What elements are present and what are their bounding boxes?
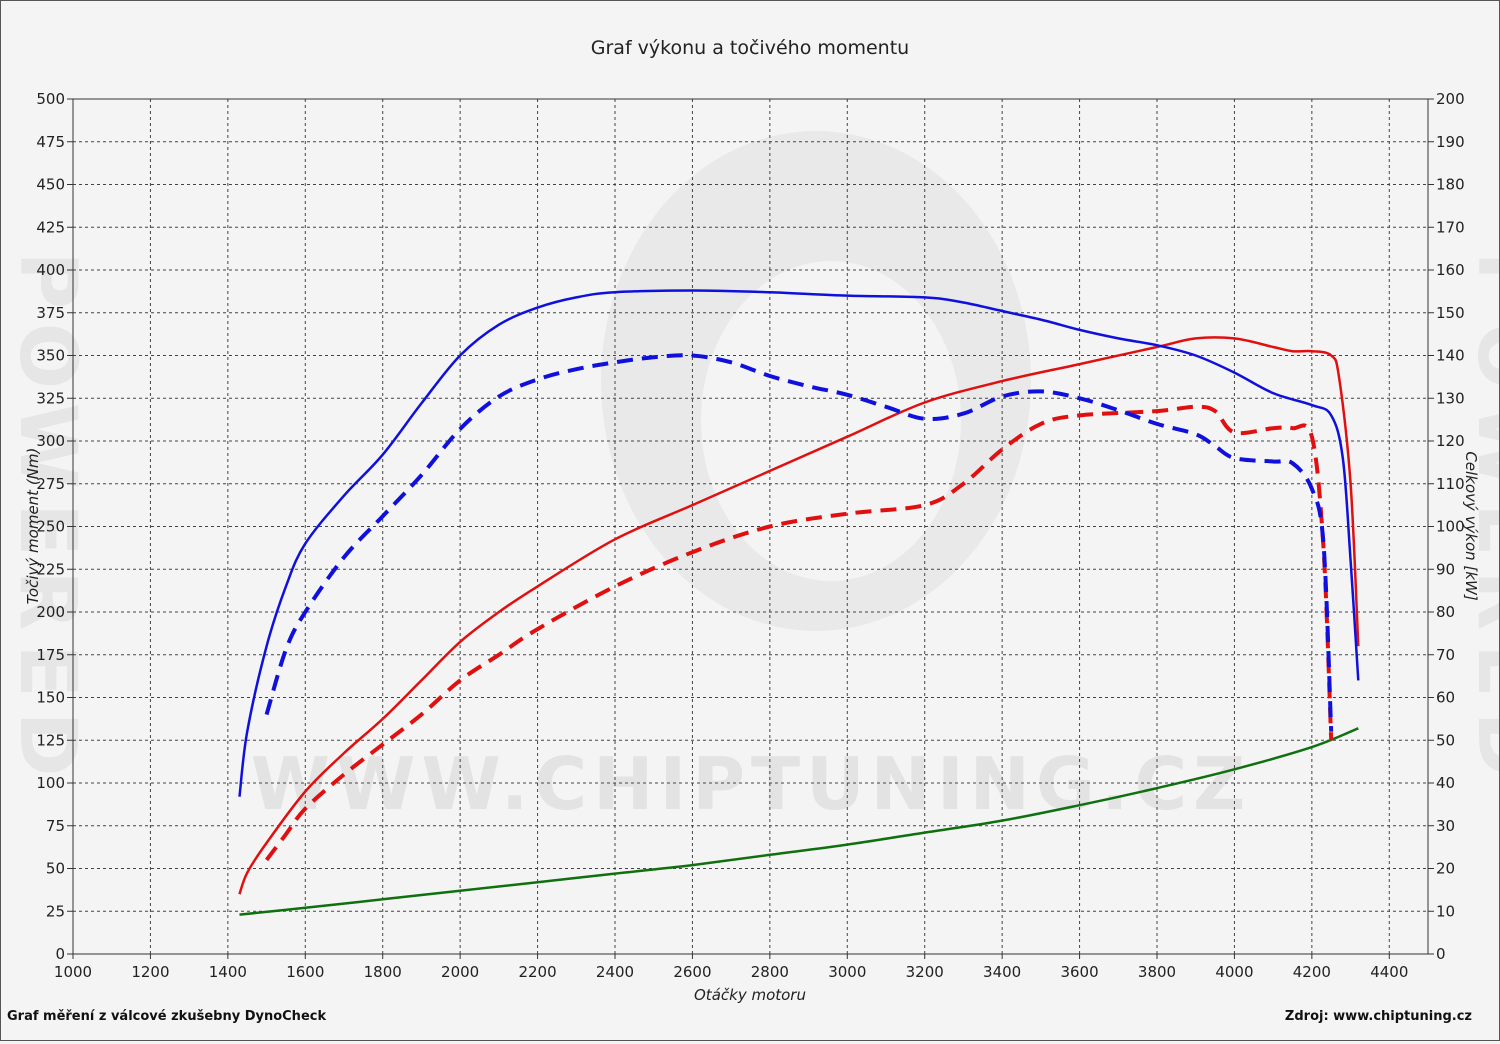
x-tick-label: 4400 xyxy=(1370,963,1408,981)
x-tick-label: 2600 xyxy=(673,963,711,981)
y-right-tick-label: 90 xyxy=(1436,560,1455,578)
y-left-tick-label: 475 xyxy=(36,133,65,151)
y-right-tick-label: 100 xyxy=(1436,518,1465,536)
y-left-tick-label: 275 xyxy=(36,475,65,493)
tick-labels: 1000 1200 1400 1600 1800 2000 2200 2400 2600 2800… xyxy=(36,90,1464,981)
series-line-power-stock xyxy=(264,404,1334,862)
x-axis-label: Otáčky motoru xyxy=(694,986,806,1004)
y-right-tick-label: 0 xyxy=(1436,945,1446,963)
x-tick-label: 4200 xyxy=(1293,963,1331,981)
x-tick-label: 2000 xyxy=(441,963,479,981)
y-right-tick-label: 20 xyxy=(1436,860,1455,878)
y-left-tick-label: 300 xyxy=(36,432,65,450)
y-left-tick-label: 100 xyxy=(36,774,65,792)
y-right-tick-label: 200 xyxy=(1436,90,1465,108)
x-tick-label: 1600 xyxy=(286,963,324,981)
y-right-tick-label: 10 xyxy=(1436,902,1455,920)
y-axis-label-right: Celkový výkon [kW] xyxy=(1462,451,1480,601)
y-left-tick-label: 225 xyxy=(36,560,65,578)
y-left-tick-label: 325 xyxy=(36,389,65,407)
y-right-tick-label: 170 xyxy=(1436,218,1465,236)
y-left-tick-label: 450 xyxy=(36,176,65,194)
y-right-tick-label: 130 xyxy=(1436,389,1465,407)
y-right-tick-label: 140 xyxy=(1436,347,1465,365)
y-right-tick-label: 150 xyxy=(1436,304,1465,322)
x-tick-label: 1400 xyxy=(209,963,247,981)
chart-title: Graf výkonu a točivého momentu xyxy=(591,37,909,59)
y-left-tick-label: 200 xyxy=(36,603,65,621)
x-tick-label: 1800 xyxy=(364,963,402,981)
x-tick-label: 3600 xyxy=(1060,963,1098,981)
y-left-tick-label: 500 xyxy=(36,90,65,108)
y-right-tick-label: 80 xyxy=(1436,603,1455,621)
y-right-tick-label: 40 xyxy=(1436,774,1455,792)
y-left-tick-label: 125 xyxy=(36,731,65,749)
x-tick-label: 4000 xyxy=(1215,963,1253,981)
series-lines xyxy=(238,289,1360,916)
y-right-tick-label: 190 xyxy=(1436,133,1465,151)
x-tick-label: 1200 xyxy=(131,963,169,981)
y-left-tick-label: 175 xyxy=(36,646,65,664)
series-line-torque-tuned xyxy=(238,289,1360,797)
x-tick-label: 3000 xyxy=(828,963,866,981)
series-line-power-tuned xyxy=(238,336,1360,895)
y-left-tick-label: 75 xyxy=(46,817,65,835)
y-left-tick-label: 425 xyxy=(36,218,65,236)
y-left-tick-label: 250 xyxy=(36,518,65,536)
footer-source-right: Zdroj: www.chiptuning.cz xyxy=(1285,1009,1472,1024)
watermark-text: WWW.CHIPTUNING.CZ xyxy=(251,742,1252,826)
y-left-tick-label: 150 xyxy=(36,689,65,707)
x-tick-label: 3400 xyxy=(983,963,1021,981)
y-left-tick-label: 350 xyxy=(36,347,65,365)
y-right-tick-label: 180 xyxy=(1436,176,1465,194)
y-right-tick-label: 160 xyxy=(1436,261,1465,279)
watermark-side-right: POWERED xyxy=(1460,252,1499,791)
y-right-tick-label: 60 xyxy=(1436,689,1455,707)
y-left-tick-label: 0 xyxy=(55,945,65,963)
y-right-tick-label: 120 xyxy=(1436,432,1465,450)
footer-source-left: Graf měření z válcové zkušebny DynoCheck xyxy=(7,1009,326,1024)
y-left-tick-label: 25 xyxy=(46,902,65,920)
x-tick-label: 1000 xyxy=(54,963,92,981)
series-line-losses xyxy=(239,727,1359,916)
watermark-side-left: POWERED xyxy=(2,252,92,791)
x-tick-label: 2200 xyxy=(518,963,556,981)
y-right-tick-label: 110 xyxy=(1436,475,1465,493)
x-tick-label: 2400 xyxy=(596,963,634,981)
y-right-tick-label: 30 xyxy=(1436,817,1455,835)
y-left-tick-label: 375 xyxy=(36,304,65,322)
y-left-tick-label: 400 xyxy=(36,261,65,279)
x-tick-label: 3200 xyxy=(906,963,944,981)
x-tick-label: 2800 xyxy=(751,963,789,981)
y-left-tick-label: 50 xyxy=(46,860,65,878)
y-right-tick-label: 50 xyxy=(1436,731,1455,749)
grid xyxy=(73,99,1428,954)
series-line-torque-stock xyxy=(264,353,1334,732)
watermark-logo-hole xyxy=(701,261,961,581)
x-tick-label: 3800 xyxy=(1138,963,1176,981)
y-right-tick-label: 70 xyxy=(1436,646,1455,664)
y-axis-label-left: Točivý moment (Nm) xyxy=(24,448,42,605)
